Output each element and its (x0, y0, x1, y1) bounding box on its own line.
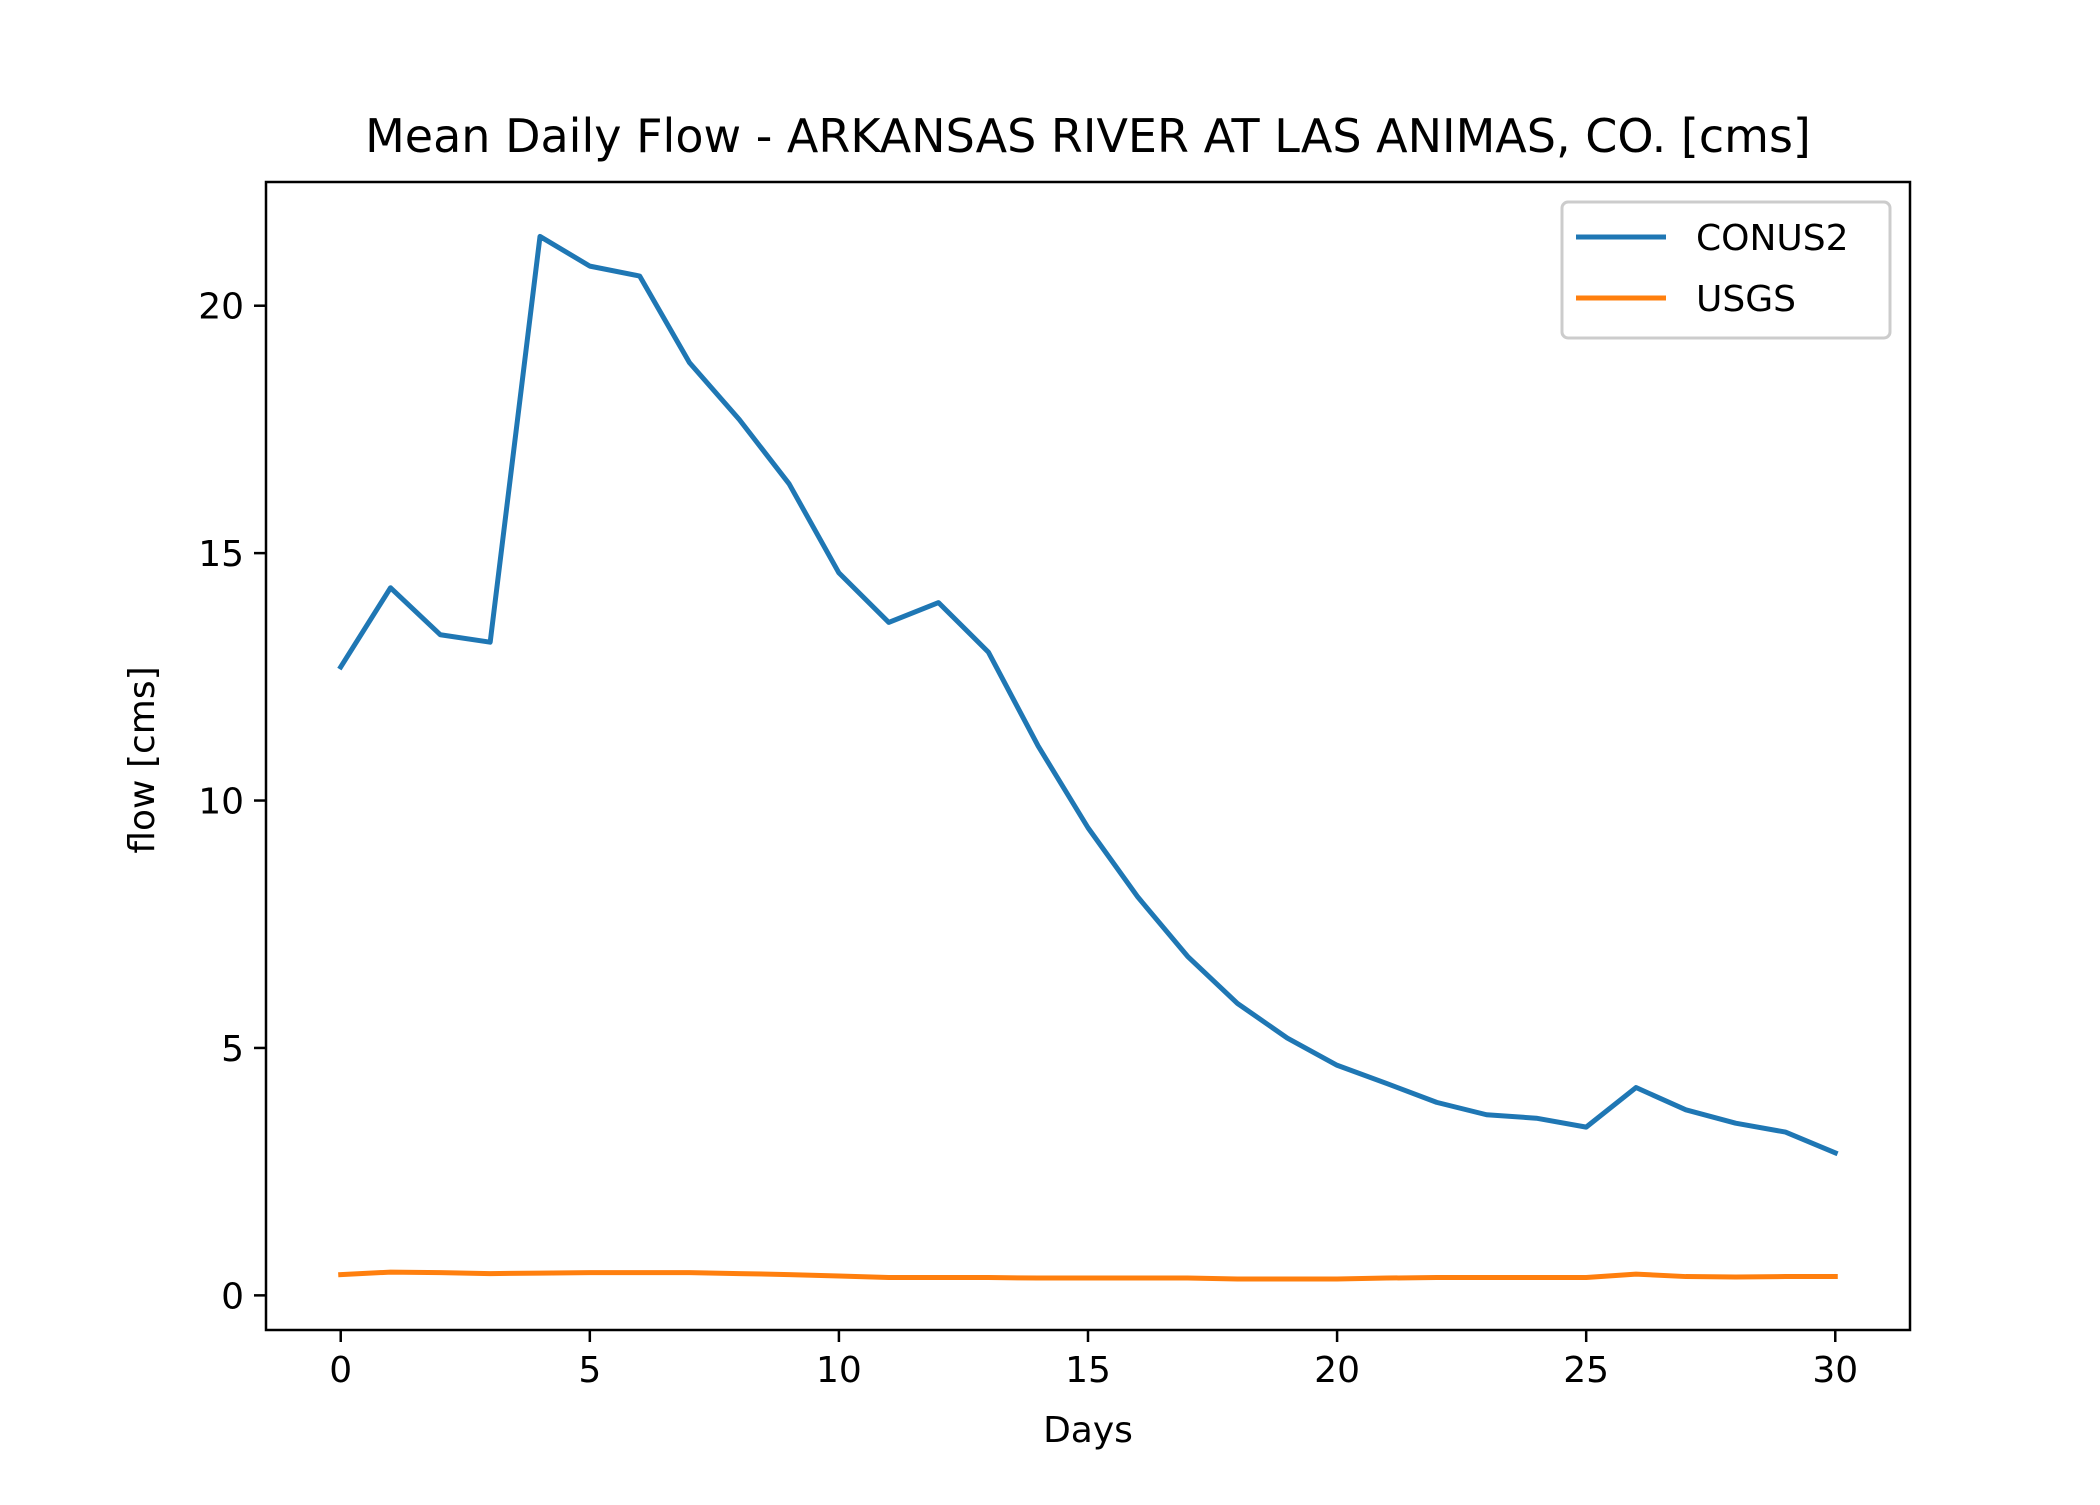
x-axis-label: Days (1043, 1410, 1133, 1451)
legend-label-usgs: USGS (1696, 279, 1796, 320)
x-tick-label: 25 (1563, 1350, 1609, 1391)
legend: CONUS2 USGS (1560, 200, 1892, 340)
y-tick-label: 5 (221, 1029, 244, 1070)
series-line-usgs (338, 1269, 1838, 1282)
legend-label-conus2: CONUS2 (1696, 218, 1849, 259)
y-tick-label: 15 (198, 534, 244, 575)
chart-title: Mean Daily Flow - ARKANSAS RIVER AT LAS … (365, 109, 1811, 163)
x-tick-label: 10 (816, 1350, 862, 1391)
x-axis: 0 5 10 15 20 25 30 (329, 1330, 1858, 1391)
x-tick-label: 15 (1065, 1350, 1111, 1391)
x-tick-label: 5 (578, 1350, 601, 1391)
x-tick-label: 0 (329, 1350, 352, 1391)
axes-frame (264, 180, 1912, 1332)
y-tick-label: 10 (198, 782, 244, 823)
y-tick-label: 20 (198, 287, 244, 328)
series-line-conus2 (337, 233, 1839, 1157)
y-axis: 0 5 10 15 20 (198, 287, 266, 1317)
x-tick-label: 20 (1314, 1350, 1360, 1391)
y-tick-label: 0 (221, 1276, 244, 1317)
x-tick-label: 30 (1812, 1350, 1858, 1391)
y-axis-label: flow [cms] (122, 666, 163, 853)
plot-area (337, 233, 1839, 1282)
